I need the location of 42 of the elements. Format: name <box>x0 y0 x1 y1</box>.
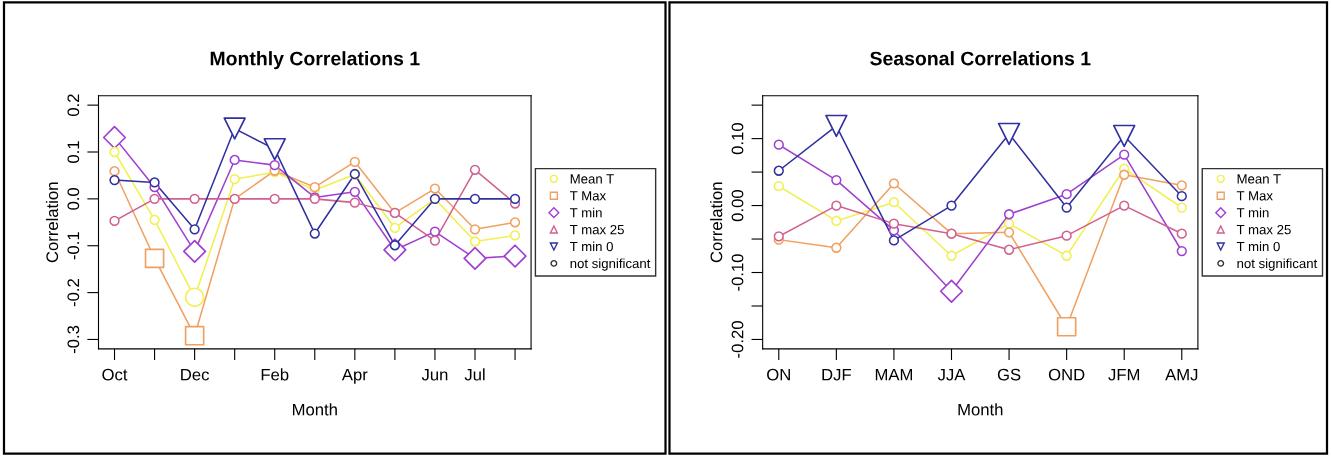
legend-label: T min <box>1236 207 1269 218</box>
x-tick-label: OND <box>1048 368 1085 381</box>
y-tick-label: 0.1 <box>67 141 80 163</box>
y-tick-label: -0.10 <box>731 254 744 291</box>
chart-title: Seasonal Correlations 1 <box>870 51 1091 66</box>
legend-label: T min 0 <box>1236 241 1280 252</box>
text: not significant <box>570 258 651 271</box>
x-tick-label: JJA <box>937 368 966 381</box>
y-tick-label: -0.20 <box>731 321 744 358</box>
y-axis-title: Correlation <box>45 182 59 263</box>
y-tick-label: 0.00 <box>731 189 744 222</box>
x-tick-label: GS <box>997 368 1021 381</box>
legend-label: T min <box>570 207 602 218</box>
x-axis-title: Month <box>958 403 1003 416</box>
x-tick-label: JFM <box>1108 368 1140 381</box>
legend-label: T min 0 <box>570 241 613 252</box>
x-tick-label: Oct <box>102 368 128 381</box>
legend-label: T Max <box>570 191 606 201</box>
x-tick-label: ON <box>767 368 790 381</box>
x-tick-label: DJF <box>822 368 851 381</box>
x-tick-label: MAM <box>875 368 912 381</box>
legend-label: Mean T <box>570 174 614 184</box>
y-tick-label: 0.2 <box>67 94 80 117</box>
x-tick-label: Apr <box>341 368 368 384</box>
chart-title: Monthly Correlations 1 <box>210 51 420 70</box>
x-axis-title: Month <box>292 403 337 416</box>
y-axis-title: Correlation <box>710 182 723 263</box>
legend-label: T max 25 <box>570 224 624 235</box>
y-tick-label: 0.0 <box>67 187 80 210</box>
y-tick-label: -0.2 <box>67 279 80 307</box>
legend-label: T Max <box>1236 191 1273 201</box>
legend-label: Mean T <box>1237 174 1281 184</box>
text: not significant <box>1237 258 1318 271</box>
x-tick-label: Jul <box>464 368 485 381</box>
x-tick-label: Jun <box>421 368 448 381</box>
y-tick-label: 0.10 <box>731 123 744 155</box>
x-tick-label: Dec <box>181 368 209 381</box>
x-tick-label: AMJ <box>1165 368 1198 381</box>
x-tick-label: Feb <box>261 368 289 381</box>
legend-label: T max 25 <box>1236 224 1291 235</box>
y-tick-label: -0.1 <box>67 232 80 260</box>
y-tick-label: -0.3 <box>67 325 80 354</box>
